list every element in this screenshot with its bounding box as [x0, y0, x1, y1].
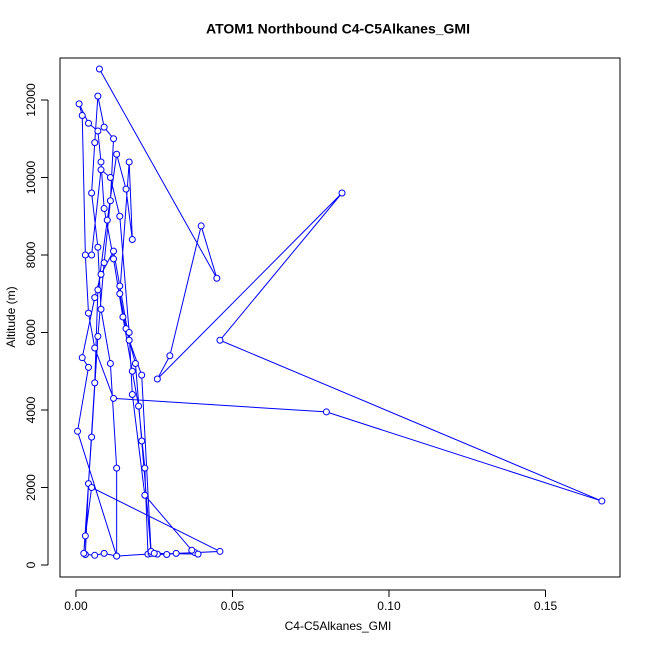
data-point [125, 158, 133, 166]
data-point [84, 119, 92, 127]
data-point [163, 551, 171, 559]
x-tick-label: 0.10 [377, 599, 401, 613]
data-point [150, 549, 158, 557]
data-point [116, 282, 124, 290]
data-point [172, 549, 180, 557]
data-point [153, 375, 161, 383]
data-point [122, 185, 130, 193]
data-point [110, 255, 118, 263]
x-tick-label: 0.15 [534, 599, 558, 613]
data-point [598, 497, 606, 505]
data-point [84, 363, 92, 371]
data-point [106, 174, 114, 182]
data-point [188, 546, 196, 554]
y-tick-label: 4000 [24, 396, 38, 423]
data-point [197, 222, 205, 230]
data-point [88, 433, 96, 441]
data-point [125, 328, 133, 336]
data-point [213, 274, 221, 282]
data-point [97, 305, 105, 313]
data-point [97, 158, 105, 166]
data-point [338, 189, 346, 197]
data-point [113, 150, 121, 158]
data-point [91, 379, 99, 387]
data-point [88, 251, 96, 259]
data-point [113, 464, 121, 472]
data-point [113, 552, 121, 560]
x-tick-label: 0.05 [221, 599, 245, 613]
data-point [166, 352, 174, 360]
data-point [74, 427, 82, 435]
data-point [91, 551, 99, 559]
data-point [106, 197, 114, 205]
data-point [110, 247, 118, 255]
data-point [103, 216, 111, 224]
data-point [131, 359, 139, 367]
data-point [94, 127, 102, 135]
plot-frame [59, 57, 621, 578]
y-tick-label: 8000 [24, 241, 38, 268]
data-point [97, 166, 105, 174]
data-point [138, 371, 146, 379]
data-point [100, 123, 108, 131]
data-point [135, 402, 143, 410]
x-axis-label: C4-C5Alkanes_GMI [285, 619, 392, 633]
data-point [216, 336, 224, 344]
data-point [75, 100, 83, 108]
data-point [106, 359, 114, 367]
data-point [94, 286, 102, 294]
data-point [100, 204, 108, 212]
data-point [141, 491, 149, 499]
data-point [91, 344, 99, 352]
y-tick-label: 6000 [24, 319, 38, 346]
data-point [110, 135, 118, 143]
data-point [91, 139, 99, 147]
data-point [116, 212, 124, 220]
data-point [94, 243, 102, 251]
data-point [138, 437, 146, 445]
data-point [81, 251, 89, 259]
data-point [94, 332, 102, 340]
data-point [125, 336, 133, 344]
y-tick-label: 2000 [24, 474, 38, 501]
data-point [95, 65, 103, 73]
y-tick-label: 10000 [24, 160, 38, 194]
data-point [100, 259, 108, 267]
data-point [194, 550, 202, 558]
data-point [84, 309, 92, 317]
y-axis-label: Altitude (m) [4, 286, 18, 347]
data-point [110, 394, 118, 402]
data-point [97, 270, 105, 278]
data-point [81, 532, 89, 540]
chart-title: ATOM1 Northbound C4-C5Alkanes_GMI [206, 21, 470, 37]
data-point [88, 189, 96, 197]
y-tick-label: 12000 [24, 83, 38, 117]
data-point [100, 549, 108, 557]
data-point [128, 235, 136, 243]
data-point [116, 290, 124, 298]
data-point [88, 483, 96, 491]
data-point [119, 313, 127, 321]
data-point [78, 112, 86, 120]
data-point [322, 408, 330, 416]
data-point [91, 294, 99, 302]
data-point [94, 92, 102, 100]
data-point [128, 367, 136, 375]
data-point [141, 464, 149, 472]
data-point [128, 390, 136, 398]
x-tick-label: 0.00 [64, 599, 88, 613]
y-tick-label: 0 [24, 561, 38, 568]
data-point [80, 549, 88, 557]
data-point [216, 547, 224, 555]
data-point [78, 354, 86, 362]
